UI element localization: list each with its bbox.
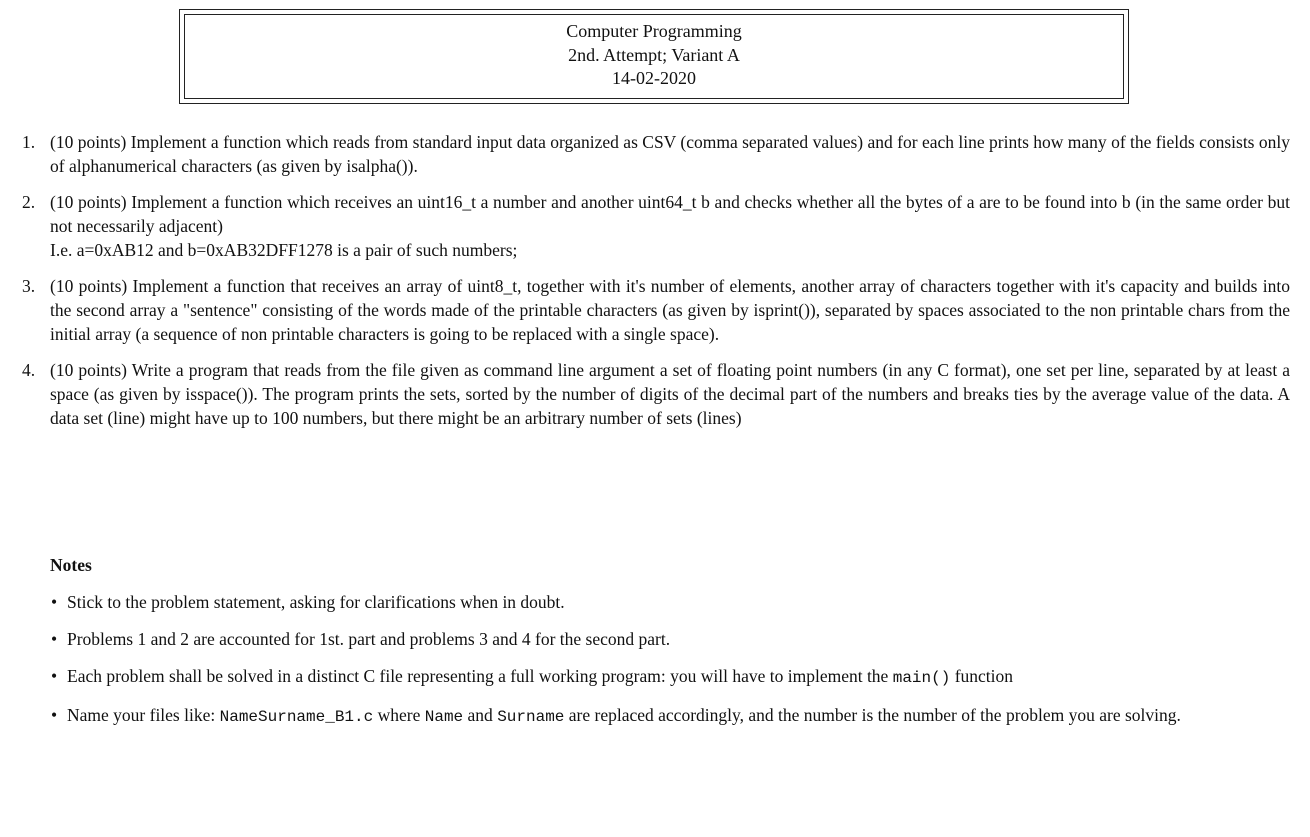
problem-2: 2. (10 points) Implement a function whic… [0, 190, 1290, 262]
problem-text: (10 points) Implement a function that re… [50, 276, 1290, 344]
note-text-part: Name your files like: [67, 705, 220, 725]
note-item: • Stick to the problem statement, asking… [0, 590, 1290, 614]
note-text-part: where [373, 705, 425, 725]
exam-date: 14-02-2020 [612, 68, 696, 88]
problem-1: 1. (10 points) Implement a function whic… [0, 130, 1290, 178]
note-text-part: are replaced accordingly, and the number… [564, 705, 1181, 725]
problem-number: 2. [22, 192, 36, 212]
bullet: • [51, 629, 58, 649]
problem-4: 4. (10 points) Write a program that read… [0, 358, 1290, 430]
exam-header-box: Computer Programming 2nd. Attempt; Varia… [179, 9, 1129, 104]
notes-list: • Stick to the problem statement, asking… [0, 590, 1290, 742]
note-text-part: and [463, 705, 498, 725]
problem-text: (10 points) Implement a function which r… [50, 192, 1290, 236]
note-text-part: Each problem shall be solved in a distin… [67, 666, 893, 686]
bullet: • [51, 666, 58, 686]
bullet: • [51, 705, 58, 725]
note-text: Name your files like: NameSurname_B1.c w… [67, 703, 1290, 729]
note-text: Stick to the problem statement, asking f… [67, 592, 565, 612]
note-item: • Problems 1 and 2 are accounted for 1st… [0, 627, 1290, 651]
problem-number: 1. [22, 132, 36, 152]
problem-number: 4. [22, 360, 36, 380]
note-text: Problems 1 and 2 are accounted for 1st. … [67, 629, 671, 649]
note-item: • Name your files like: NameSurname_B1.c… [0, 703, 1290, 729]
problem-example: I.e. a=0xAB12 and b=0xAB32DFF1278 is a p… [50, 240, 518, 260]
notes-heading: Notes [50, 555, 92, 575]
problem-text: (10 points) Write a program that reads f… [50, 360, 1290, 428]
problem-number: 3. [22, 276, 36, 296]
problem-3: 3. (10 points) Implement a function that… [0, 274, 1290, 346]
code-main: main() [892, 669, 951, 687]
attempt-variant: 2nd. Attempt; Variant A [568, 44, 740, 65]
note-text: Each problem shall be solved in a distin… [67, 664, 1290, 690]
bullet: • [51, 592, 58, 612]
code-name: Name [424, 708, 464, 726]
code-surname: Surname [497, 708, 565, 726]
note-item: • Each problem shall be solved in a dist… [0, 664, 1290, 690]
course-title: Computer Programming [566, 21, 742, 41]
code-filename: NameSurname_B1.c [219, 708, 374, 726]
note-text-part: function [950, 666, 1014, 686]
problem-list: 1. (10 points) Implement a function whic… [0, 130, 1290, 442]
problem-text: (10 points) Implement a function which r… [50, 132, 1290, 176]
exam-header-inner: Computer Programming 2nd. Attempt; Varia… [184, 14, 1124, 99]
